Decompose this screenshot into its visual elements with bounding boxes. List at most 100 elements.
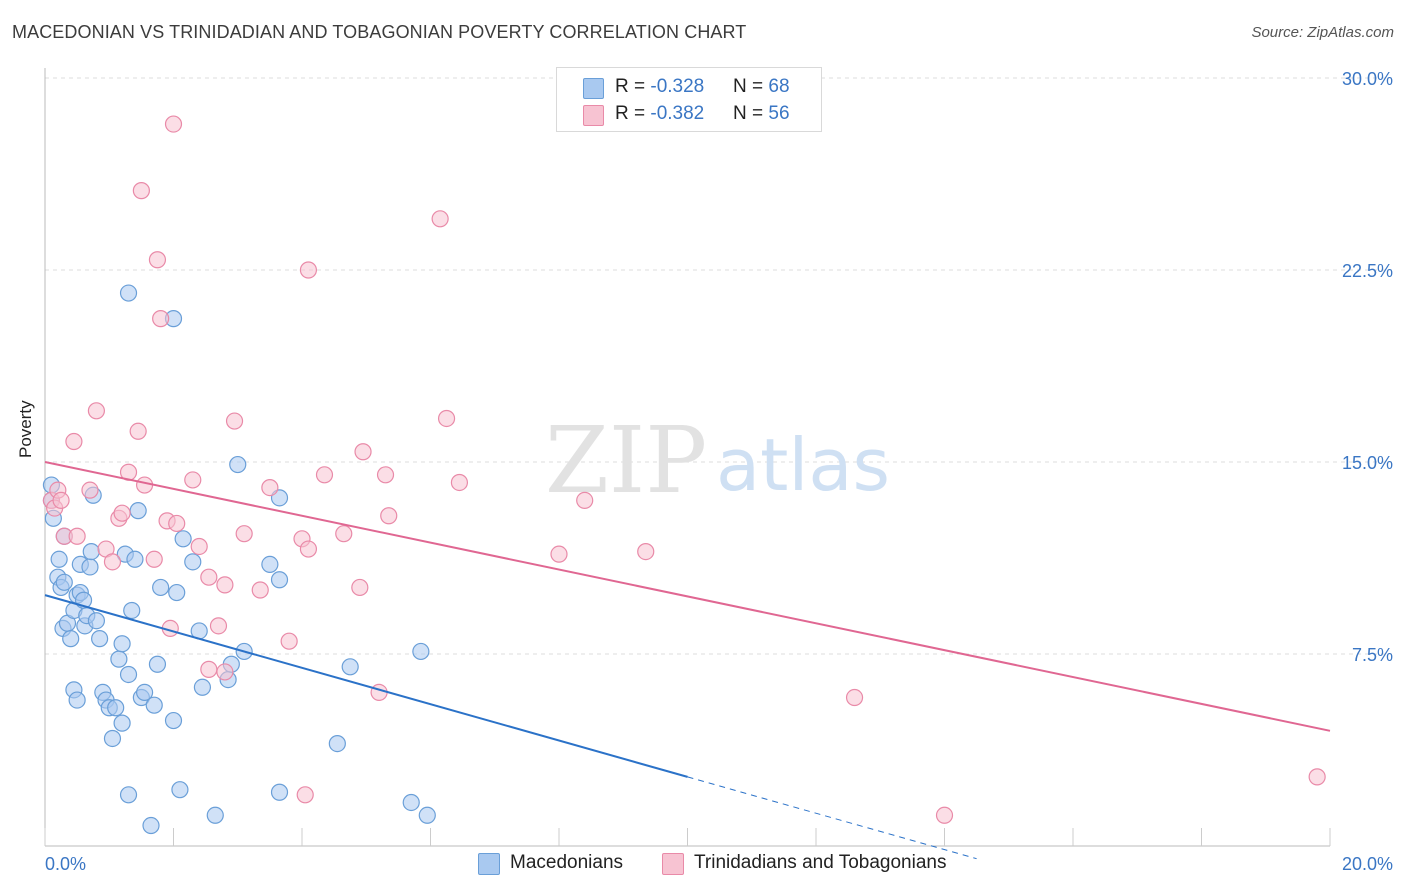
trinidadian-point — [113, 504, 131, 522]
macedonian-point — [184, 553, 202, 571]
trinidadian-point — [296, 786, 314, 804]
correlation-legend: R = -0.328 N = 68 R = -0.382 N = 56 — [556, 67, 822, 132]
macedonian-point — [82, 542, 100, 561]
macedonian-point — [148, 655, 167, 673]
macedonian-point — [123, 601, 141, 620]
trinidadian-point — [450, 473, 469, 492]
legend-n-macedonians: N = 68 — [733, 76, 790, 97]
macedonian-point — [402, 793, 420, 812]
trinidadian-point — [431, 210, 449, 228]
trinidadian-point — [184, 471, 202, 489]
trinidadian-point — [845, 688, 864, 707]
macedonian-point — [261, 555, 279, 574]
bottom-legend-label-trinidadians: Trinidadians and Tobagonians — [694, 852, 947, 873]
bottom-legend-label-macedonians: Macedonians — [510, 852, 624, 873]
macedonian-point — [174, 530, 192, 548]
macedonian-point — [81, 558, 99, 576]
macedonian-point — [126, 550, 144, 568]
trinidadian-point — [129, 422, 147, 440]
macedonian-point — [418, 806, 436, 824]
trinidadian-point — [148, 251, 167, 269]
macedonian-point — [142, 816, 160, 835]
trinidadian-point — [216, 663, 234, 681]
macedonian-point — [270, 571, 289, 589]
macedonian-point — [164, 711, 183, 730]
trinidadian-point — [376, 466, 395, 484]
watermark-zip: ZIP — [545, 407, 707, 514]
macedonian-point — [113, 635, 131, 653]
legend-r-trinidadians: R = -0.382 — [615, 103, 705, 124]
trinidadian-point — [280, 632, 298, 650]
trinidadian-point — [1308, 768, 1326, 786]
y-axis-label: Poverty — [16, 400, 35, 458]
trinidadian-point — [370, 683, 388, 702]
trinidadian-point — [200, 660, 218, 678]
trinidadian-point — [152, 310, 170, 328]
axes — [44, 68, 1331, 847]
trinidadian-trend-line — [44, 461, 1331, 732]
trinidadian-point — [935, 806, 954, 824]
source-note: Source: ZipAtlas.com — [1251, 24, 1394, 41]
macedonian-trend-line — [44, 594, 688, 778]
legend-swatch-trinidadians — [583, 105, 604, 126]
trinidadian-point — [550, 545, 568, 563]
trinidadian-point — [103, 553, 122, 571]
legend-n-trinidadians: N = 56 — [733, 103, 790, 124]
macedonian-point — [103, 729, 122, 748]
macedonian-point — [229, 455, 247, 474]
bottom-legend-swatch-trinidadians — [662, 853, 684, 875]
trinidadian-point — [164, 115, 183, 133]
y-tick-label: 15.0% — [1342, 453, 1393, 473]
macedonian-point — [68, 691, 86, 709]
y-tick-label: 7.5% — [1352, 645, 1393, 665]
trend-lines — [44, 461, 1331, 860]
trinidadian-point — [190, 537, 208, 556]
trinidadian-point — [261, 479, 279, 497]
macedonian-point — [55, 573, 73, 591]
trinidadian-point — [132, 182, 150, 200]
macedonian-point — [110, 650, 128, 668]
trinidadian-point — [209, 617, 228, 635]
bottom-legend-swatch-macedonians — [478, 853, 500, 875]
macedonian-point — [50, 550, 68, 568]
legend-swatch-macedonians — [583, 78, 604, 99]
trinidadian-point — [354, 443, 372, 461]
macedonian-point — [171, 781, 189, 799]
macedonian-point — [107, 699, 125, 717]
trinidadian-point — [81, 481, 99, 499]
trinidadian-point — [216, 576, 234, 594]
gridlines — [45, 77, 1392, 655]
macedonian-point — [341, 658, 359, 676]
trinidadian-point — [380, 507, 398, 525]
trinidadian-point — [315, 466, 334, 484]
trinidadian-point — [576, 491, 594, 509]
data-points — [42, 115, 1326, 835]
trinidadian-point — [200, 568, 218, 586]
macedonian-point — [91, 630, 109, 648]
macedonian-point — [113, 714, 131, 732]
macedonian-point — [193, 678, 212, 696]
watermark: ZIP atlas — [545, 407, 890, 514]
tick-labels: 7.5% 15.0% 22.5% 30.0% 0.0% 20.0% — [45, 69, 1393, 874]
trinidadian-point — [637, 542, 655, 561]
watermark-atlas: atlas — [716, 423, 890, 507]
macedonian-point — [412, 642, 430, 661]
trinidadian-point — [299, 540, 318, 558]
trinidadian-point — [225, 412, 244, 430]
macedonian-point — [62, 630, 80, 648]
macedonian-point — [168, 583, 186, 602]
trinidadian-point — [251, 581, 269, 599]
macedonian-point — [119, 786, 138, 804]
y-tick-label: 22.5% — [1342, 261, 1393, 281]
macedonian-point — [328, 734, 346, 753]
chart-title: MACEDONIAN VS TRINIDADIAN AND TOBAGONIAN… — [12, 22, 747, 42]
macedonian-point — [152, 578, 170, 597]
trinidadian-point — [52, 491, 70, 509]
macedonian-point — [145, 696, 163, 714]
x-tick-label: 20.0% — [1342, 854, 1393, 874]
macedonian-point — [119, 665, 138, 684]
x-tick-label: 0.0% — [45, 854, 86, 874]
trinidadian-point — [135, 476, 154, 494]
macedonian-point — [119, 284, 138, 302]
trinidadian-point — [68, 527, 86, 545]
